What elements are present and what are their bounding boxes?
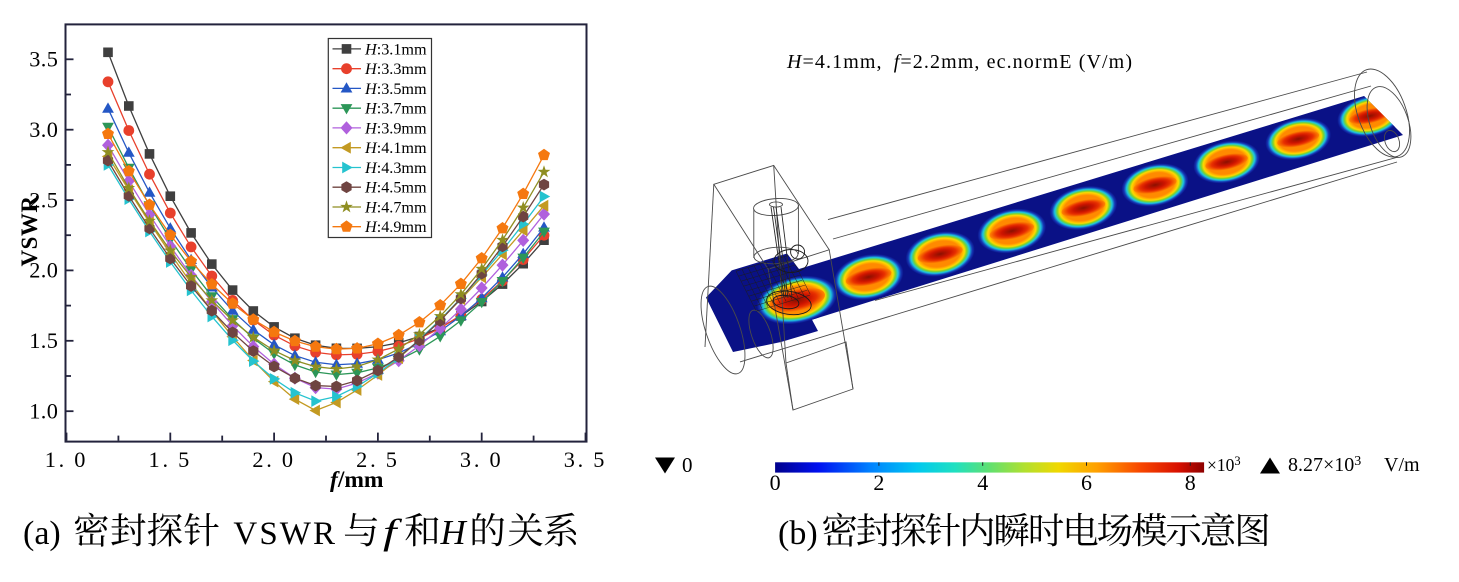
svg-text:0: 0 <box>682 453 693 477</box>
svg-text:H=4.1mm, f=2.2mm, ec.normE (V/: H=4.1mm, f=2.2mm, ec.normE (V/m) <box>786 51 1133 73</box>
svg-text:1. 0: 1. 0 <box>45 447 89 472</box>
svg-text:1.0: 1.0 <box>29 399 58 424</box>
svg-text:H: H <box>440 513 468 552</box>
svg-text:H:3.5mm: H:3.5mm <box>364 80 427 98</box>
svg-text:1.5: 1.5 <box>29 328 58 353</box>
svg-text:H:4.5mm: H:4.5mm <box>364 179 427 197</box>
svg-text:4: 4 <box>977 470 988 495</box>
svg-text:3. 0: 3. 0 <box>460 447 504 472</box>
svg-text:H:3.7mm: H:3.7mm <box>364 100 427 118</box>
svg-text:2.5: 2.5 <box>29 187 58 212</box>
svg-text:H:4.7mm: H:4.7mm <box>364 199 427 217</box>
svg-text:3. 5: 3. 5 <box>564 447 608 472</box>
svg-text:H:4.1mm: H:4.1mm <box>364 139 427 157</box>
svg-text:H:3.1mm: H:3.1mm <box>364 40 427 58</box>
svg-text:8.27×103: 8.27×103 <box>1288 454 1361 476</box>
svg-text:H:4.3mm: H:4.3mm <box>364 159 427 177</box>
svg-text:H:3.3mm: H:3.3mm <box>364 60 427 78</box>
svg-text:f/mm: f/mm <box>330 467 384 493</box>
svg-text:H:3.9mm: H:3.9mm <box>364 119 427 137</box>
svg-text:8: 8 <box>1185 470 1196 495</box>
svg-text:3.0: 3.0 <box>29 117 58 142</box>
svg-text:V/m: V/m <box>1384 454 1420 476</box>
svg-text:3.5: 3.5 <box>29 47 58 72</box>
svg-text:1. 5: 1. 5 <box>149 447 193 472</box>
svg-text:2: 2 <box>873 470 884 495</box>
svg-text:2. 0: 2. 0 <box>252 447 296 472</box>
svg-text:2. 5: 2. 5 <box>356 447 400 472</box>
svg-text:(a): (a) <box>23 515 61 552</box>
svg-text:(b): (b) <box>778 515 818 552</box>
svg-text:0: 0 <box>770 470 781 495</box>
svg-text:×103: ×103 <box>1207 454 1241 475</box>
svg-text:6: 6 <box>1081 470 1092 495</box>
svg-text:VSWR: VSWR <box>17 195 42 266</box>
svg-text:H:4.9mm: H:4.9mm <box>364 218 427 236</box>
svg-text:VSWR: VSWR <box>233 516 337 552</box>
svg-text:2.0: 2.0 <box>29 258 58 283</box>
